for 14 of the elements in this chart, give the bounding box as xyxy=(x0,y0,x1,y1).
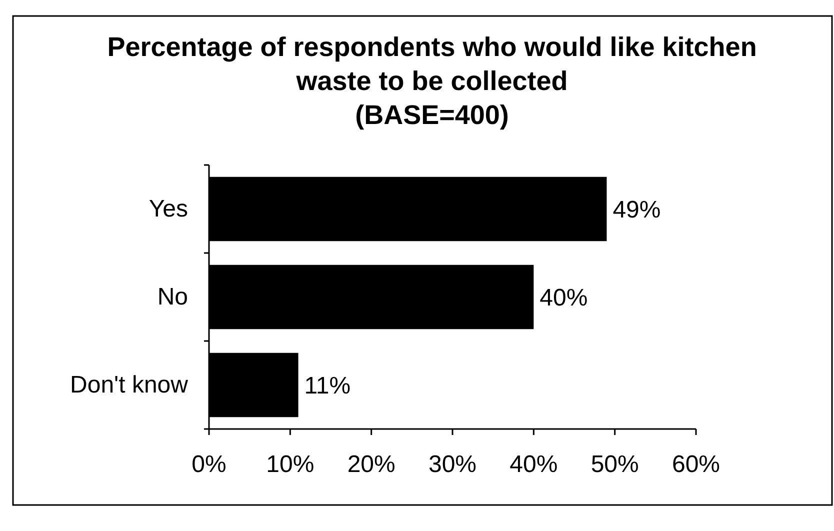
x-tick-label: 30% xyxy=(428,451,477,478)
y-tick-label: Don't know xyxy=(70,372,189,399)
x-tick-label: 0% xyxy=(192,451,226,478)
data-label: 11% xyxy=(304,372,351,400)
x-tick-label: 50% xyxy=(590,451,639,478)
x-tick-label: 40% xyxy=(510,451,558,478)
y-tick-label: Yes xyxy=(148,196,188,223)
data-label: 49% xyxy=(612,196,661,224)
x-tick-label: 10% xyxy=(266,451,314,478)
x-tick-label: 20% xyxy=(347,451,396,478)
x-tick-label: 60% xyxy=(672,451,720,478)
y-tick-label: No xyxy=(157,284,188,311)
data-label: 40% xyxy=(540,284,588,312)
chart-title: Percentage of respondents who would like kitchen waste to be collected (BASE=400) xyxy=(107,32,757,130)
